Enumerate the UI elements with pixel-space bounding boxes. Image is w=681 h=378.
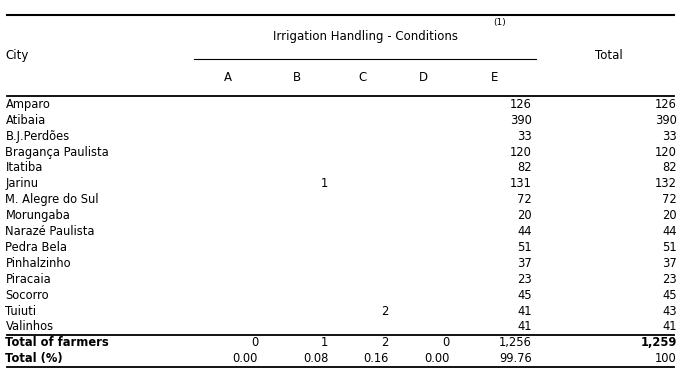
Text: 0.00: 0.00 [424, 352, 449, 365]
Text: (1): (1) [494, 18, 506, 27]
Text: 2: 2 [381, 336, 389, 349]
Text: Pinhalzinho: Pinhalzinho [5, 257, 71, 270]
Text: 131: 131 [510, 177, 532, 191]
Text: 82: 82 [663, 161, 677, 174]
Text: M. Alegre do Sul: M. Alegre do Sul [5, 193, 99, 206]
Text: Irrigation Handling - Conditions: Irrigation Handling - Conditions [272, 30, 458, 43]
Text: 72: 72 [662, 193, 677, 206]
Text: Valinhos: Valinhos [5, 321, 54, 333]
Text: 100: 100 [655, 352, 677, 365]
Text: Piracaia: Piracaia [5, 273, 51, 286]
Text: 37: 37 [662, 257, 677, 270]
Text: D: D [419, 71, 428, 84]
Text: Amparo: Amparo [5, 98, 50, 111]
Text: 1: 1 [321, 177, 328, 191]
Text: Socorro: Socorro [5, 289, 49, 302]
Text: Morungaba: Morungaba [5, 209, 70, 222]
Text: 45: 45 [663, 289, 677, 302]
Text: 126: 126 [655, 98, 677, 111]
Text: 41: 41 [518, 305, 532, 318]
Text: 390: 390 [655, 114, 677, 127]
Text: 33: 33 [517, 130, 532, 143]
Text: 0.08: 0.08 [303, 352, 328, 365]
Text: 126: 126 [510, 98, 532, 111]
Text: 23: 23 [662, 273, 677, 286]
Text: Bragança Paulista: Bragança Paulista [5, 146, 109, 158]
Text: City: City [5, 49, 29, 62]
Text: Atibaia: Atibaia [5, 114, 46, 127]
Text: 72: 72 [517, 193, 532, 206]
Text: 120: 120 [655, 146, 677, 158]
Text: 99.76: 99.76 [499, 352, 532, 365]
Text: 41: 41 [518, 321, 532, 333]
Text: Total: Total [595, 49, 622, 62]
Text: 132: 132 [655, 177, 677, 191]
Text: 41: 41 [663, 321, 677, 333]
Text: 44: 44 [663, 225, 677, 238]
Text: E: E [491, 71, 498, 84]
Text: Jarinu: Jarinu [5, 177, 38, 191]
Text: C: C [358, 71, 367, 84]
Text: 33: 33 [662, 130, 677, 143]
Text: 45: 45 [518, 289, 532, 302]
Text: Pedra Bela: Pedra Bela [5, 241, 67, 254]
Text: 0: 0 [251, 336, 258, 349]
Text: 0: 0 [442, 336, 449, 349]
Text: 51: 51 [518, 241, 532, 254]
Text: Tuiuti: Tuiuti [5, 305, 37, 318]
Text: 20: 20 [663, 209, 677, 222]
Text: 20: 20 [518, 209, 532, 222]
Text: B.J.Perdões: B.J.Perdões [5, 130, 69, 143]
Text: 1,256: 1,256 [499, 336, 532, 349]
Text: 51: 51 [663, 241, 677, 254]
Text: Itatiba: Itatiba [5, 161, 43, 174]
Text: 44: 44 [518, 225, 532, 238]
Text: 2: 2 [381, 305, 389, 318]
Text: A: A [224, 71, 232, 84]
Text: 0.00: 0.00 [233, 352, 258, 365]
Text: 43: 43 [663, 305, 677, 318]
Text: 37: 37 [517, 257, 532, 270]
Text: 0.16: 0.16 [364, 352, 389, 365]
Text: 390: 390 [510, 114, 532, 127]
Text: 120: 120 [510, 146, 532, 158]
Text: Total (%): Total (%) [5, 352, 63, 365]
Text: Total of farmers: Total of farmers [5, 336, 109, 349]
Text: 1: 1 [321, 336, 328, 349]
Text: 1,259: 1,259 [641, 336, 677, 349]
Text: Narazé Paulista: Narazé Paulista [5, 225, 95, 238]
Text: 82: 82 [518, 161, 532, 174]
Text: B: B [294, 71, 301, 84]
Text: 23: 23 [517, 273, 532, 286]
